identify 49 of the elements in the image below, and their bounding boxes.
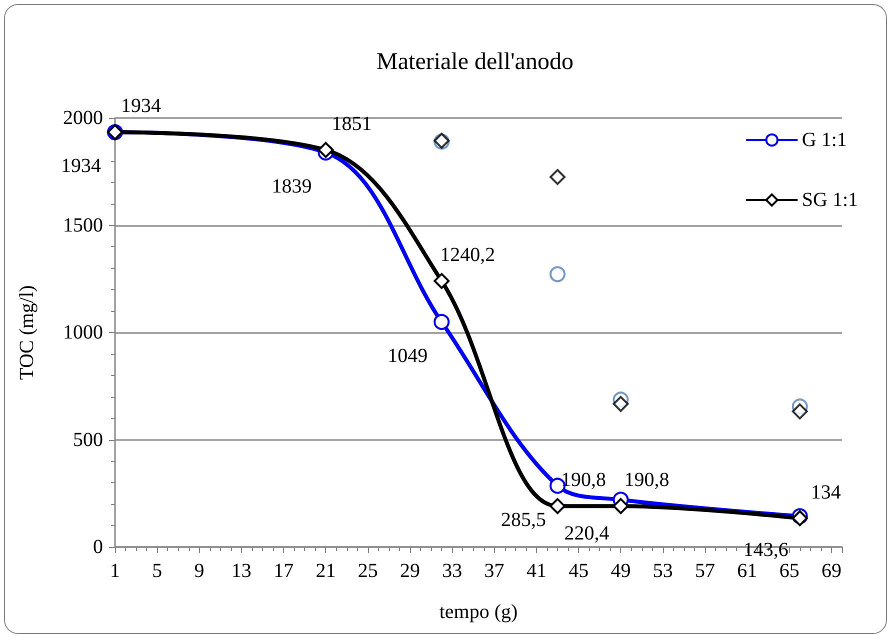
point [792, 403, 808, 420]
x-tick-label: 65 [779, 560, 800, 582]
point [550, 168, 566, 185]
x-tick-label: 1 [110, 560, 120, 582]
data-label: 1049 [388, 344, 428, 367]
legend-label: SG 1:1 [802, 189, 858, 211]
x-tick-label: 21 [316, 560, 336, 582]
x-tick-label: 29 [400, 560, 420, 582]
point [612, 396, 629, 412]
point [550, 498, 566, 514]
data-label: 1839 [272, 176, 312, 198]
x-tick-label: 9 [194, 560, 204, 582]
x-tick-label: 53 [652, 560, 673, 582]
x-tick-label: 17 [274, 560, 294, 582]
data-label: 134 [810, 481, 841, 504]
y-tick-label: 500 [73, 428, 103, 451]
y-tick-label: 1000 [63, 322, 103, 344]
data-label: 143,6 [743, 539, 788, 562]
data-label: 190,8 [561, 469, 606, 492]
point [434, 272, 450, 289]
x-tick-label: 57 [695, 560, 716, 582]
x-tick-label: 61 [737, 560, 758, 582]
x-axis-title: tempo (g) [439, 601, 518, 623]
x-tick-label: 49 [610, 560, 631, 582]
x-tick-label: 41 [526, 560, 546, 582]
x-tick-label: 45 [568, 560, 589, 582]
data-label: 220,4 [564, 522, 610, 545]
point [434, 314, 450, 330]
data-label: 190,8 [624, 469, 670, 492]
y-tick-label: 0 [93, 536, 103, 558]
x-tick-label: 37 [484, 560, 504, 582]
data-label: 285,5 [501, 508, 546, 531]
data-label: 1934 [61, 155, 101, 178]
y-tick-label: 1500 [63, 214, 103, 236]
point [612, 498, 629, 514]
legend-label: G 1:1 [802, 129, 847, 151]
x-tick-label: 33 [442, 560, 462, 582]
chart-title: Materiale dell'anodo [376, 49, 574, 75]
x-tick-label: 25 [358, 560, 378, 582]
data-label: 1934 [121, 95, 161, 118]
y-axis-title: TOC (mg/l) [16, 285, 38, 380]
y-tick-label: 2000 [63, 107, 103, 129]
point [550, 266, 566, 282]
data-label: 1851 [332, 112, 372, 135]
point [318, 142, 334, 158]
x-tick-label: 5 [152, 560, 162, 582]
x-tick-label: 69 [821, 560, 842, 582]
x-tick-label: 13 [231, 560, 252, 582]
data-label: 1240,2 [440, 244, 496, 266]
